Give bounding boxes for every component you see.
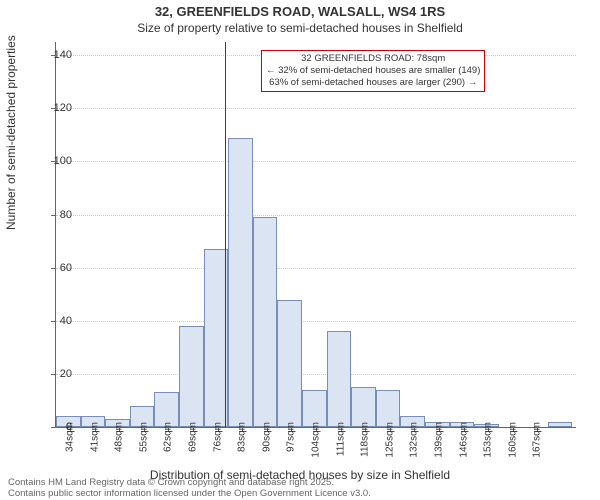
gridline	[56, 268, 576, 269]
annotation-line: ← 32% of semi-detached houses are smalle…	[266, 65, 480, 77]
x-tick-label: 41sqm	[89, 422, 100, 452]
annotation-line: 63% of semi-detached houses are larger (…	[266, 77, 480, 89]
histogram-bar	[548, 422, 573, 427]
histogram-bar	[327, 331, 352, 427]
x-tick-label: 132sqm	[409, 422, 420, 458]
chart-subtitle: Size of property relative to semi-detach…	[0, 21, 600, 35]
x-tick-label: 139sqm	[433, 422, 444, 458]
x-tick-label: 48sqm	[114, 422, 125, 452]
chart-container: 32, GREENFIELDS ROAD, WALSALL, WS4 1RS S…	[0, 0, 600, 500]
annotation-box: 32 GREENFIELDS ROAD: 78sqm← 32% of semi-…	[261, 50, 485, 92]
y-axis-label: Number of semi-detached properties	[4, 35, 18, 230]
gridline	[56, 161, 576, 162]
plot-area: 34sqm41sqm48sqm55sqm62sqm69sqm76sqm83sqm…	[55, 42, 576, 428]
x-tick-label: 146sqm	[458, 422, 469, 458]
y-tick-label: 0	[32, 421, 72, 433]
x-tick-label: 90sqm	[261, 422, 272, 452]
histogram-bar	[277, 300, 302, 427]
y-tick-label: 20	[32, 368, 72, 380]
x-tick-label: 118sqm	[360, 422, 371, 457]
histogram-bar	[228, 138, 253, 427]
gridline	[56, 374, 576, 375]
x-tick-label: 160sqm	[507, 422, 518, 458]
y-tick-label: 120	[32, 102, 72, 114]
x-tick-label: 83sqm	[237, 422, 248, 452]
x-tick-label: 153sqm	[483, 422, 494, 458]
histogram-bar	[253, 217, 278, 427]
footer-line-2: Contains public sector information licen…	[8, 489, 371, 500]
x-tick-label: 55sqm	[138, 422, 149, 452]
chart-title: 32, GREENFIELDS ROAD, WALSALL, WS4 1RS	[0, 4, 600, 19]
x-tick-label: 76sqm	[212, 422, 223, 452]
x-tick-label: 69sqm	[188, 422, 199, 452]
gridline	[56, 321, 576, 322]
annotation-line: 32 GREENFIELDS ROAD: 78sqm	[266, 53, 480, 65]
reference-line	[225, 42, 226, 427]
x-tick-label: 167sqm	[532, 422, 543, 458]
gridline	[56, 108, 576, 109]
y-tick-label: 140	[32, 49, 72, 61]
y-tick-label: 80	[32, 209, 72, 221]
x-tick-label: 97sqm	[286, 422, 297, 452]
histogram-bar	[179, 326, 204, 427]
x-tick-label: 104sqm	[311, 422, 322, 458]
x-tick-label: 62sqm	[163, 422, 174, 452]
x-tick-label: 125sqm	[384, 422, 395, 458]
y-tick-label: 100	[32, 155, 72, 167]
y-tick-label: 40	[32, 315, 72, 327]
x-tick-label: 111sqm	[335, 422, 346, 456]
footer-attribution: Contains HM Land Registry data © Crown c…	[8, 478, 371, 500]
gridline	[56, 215, 576, 216]
y-tick-label: 60	[32, 262, 72, 274]
